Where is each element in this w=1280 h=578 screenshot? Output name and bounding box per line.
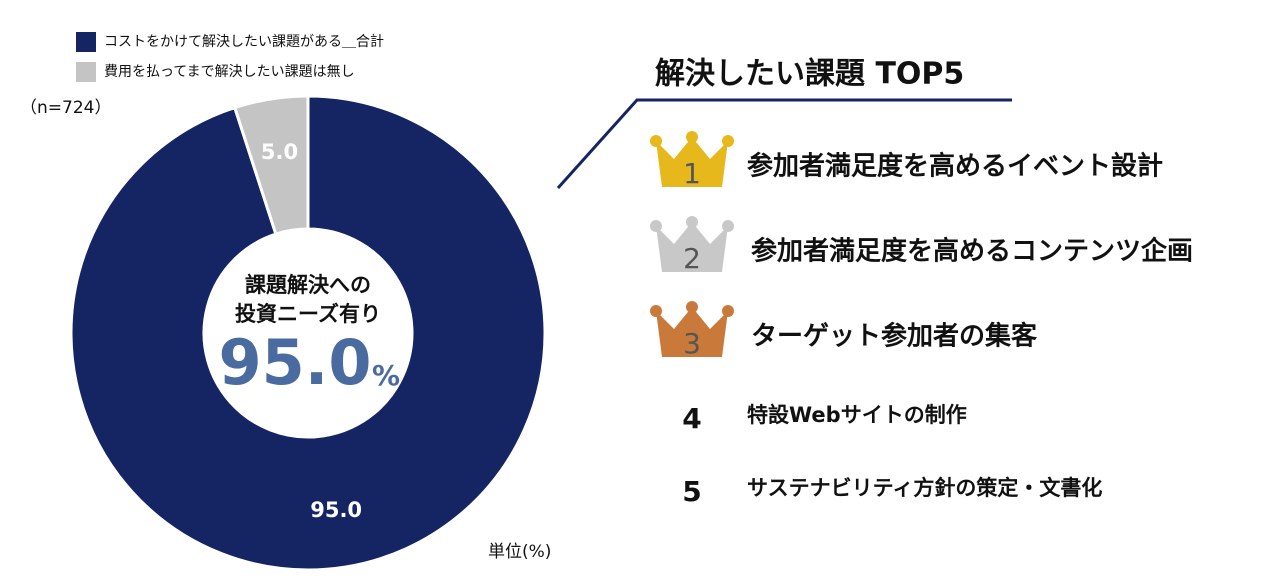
rank-number: 2	[683, 242, 701, 275]
sample-note: （n=724）	[20, 98, 111, 118]
ranking-item: 4 特設Webサイトの制作	[682, 402, 966, 435]
legend-swatch	[76, 32, 96, 52]
legend-label: コストをかけて解決したい課題がある＿合計	[104, 34, 384, 50]
rank-label: サステナビリティ方針の策定・文書化	[747, 476, 1102, 500]
center-figure: 95.0	[219, 326, 372, 399]
crown-jewel	[722, 135, 734, 147]
donut: 95.0 コストをかけて解決したい課題がある＿合計 5.0 費用を払ってまで解決したい…	[69, 32, 547, 572]
crown	[656, 137, 728, 187]
crown-jewel	[650, 305, 662, 317]
crown	[656, 307, 728, 357]
legend-label: 費用を払ってまで解決したい課題は無し	[104, 64, 355, 80]
unit-label: 単位(%)	[488, 542, 551, 562]
crown-jewel	[722, 220, 734, 232]
center-line: 課題解決への	[245, 273, 371, 297]
center-unit: %	[372, 359, 400, 392]
rank-label: 参加者満足度を高めるコンテンツ企画	[751, 236, 1193, 267]
ranking-item: 5 サステナビリティ方針の策定・文書化	[682, 475, 1102, 508]
crown-jewel	[686, 131, 698, 143]
crown-jewel	[650, 220, 662, 232]
rank-label: ターゲット参加者の集客	[751, 321, 1038, 352]
rank-label: 参加者満足度を高めるイベント設計	[747, 151, 1163, 182]
data-label: 95.0	[310, 498, 362, 522]
rank-number: 4	[682, 402, 701, 435]
ranking-item: 3 ターゲット参加者の集客	[650, 301, 1038, 360]
rank-number: 1	[683, 157, 701, 190]
donut-slice	[69, 94, 547, 572]
crown	[656, 222, 728, 272]
crown-jewel	[686, 216, 698, 228]
ranking-title: 解決したい課題 TOP5	[655, 57, 964, 92]
crown-jewel	[722, 305, 734, 317]
legend-swatch	[76, 62, 96, 82]
rank-number: 5	[682, 475, 701, 508]
ranking-item: 1 参加者満足度を高めるイベント設計	[650, 131, 1163, 190]
donut-slice	[232, 94, 310, 236]
title-rule	[556, 98, 1012, 190]
data-label: 5.0	[261, 140, 298, 164]
center-line: 投資ニーズ有り	[235, 302, 381, 326]
ranking-item: 2 参加者満足度を高めるコンテンツ企画	[650, 216, 1193, 275]
crown-jewel	[686, 301, 698, 313]
rank-label: 特設Webサイトの制作	[747, 403, 967, 427]
rank-number: 3	[683, 327, 701, 360]
crown-jewel	[650, 135, 662, 147]
